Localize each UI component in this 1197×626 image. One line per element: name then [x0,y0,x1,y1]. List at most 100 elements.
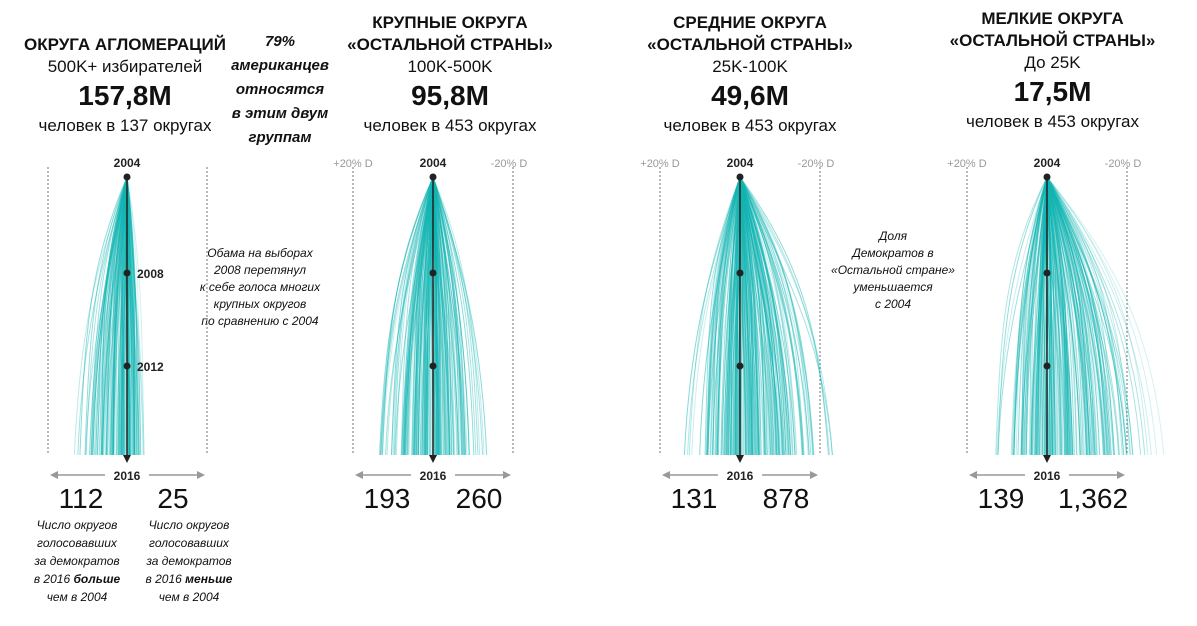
county-line [89,176,128,456]
footnote-text: в 2016 [33,572,74,586]
county-line [1034,176,1048,456]
county-line [120,176,128,456]
county-line [1039,176,1048,456]
county-line [414,176,434,456]
panel-title-line1: КРУПНЫЕ ОКРУГА [372,13,528,32]
county-line [425,176,434,456]
county-line [1044,176,1051,456]
county-line [738,176,747,456]
county-line [413,176,434,456]
county-line [739,176,777,456]
county-line [432,176,479,456]
county-line [432,176,444,456]
county-line [739,176,790,456]
county-line [123,176,129,456]
county-line [430,176,436,456]
footnote-line: в 2016 больше [22,570,132,588]
arrow-right-icon [197,471,205,479]
county-line [432,176,484,456]
county-line [714,176,741,456]
county-line [716,176,741,456]
county-line [739,176,748,456]
county-line [432,176,448,456]
county-line [1046,176,1052,456]
county-line [734,176,741,456]
count-less-dem: 260 [456,483,503,514]
axis-arrow-icon [123,455,131,463]
panel-title-line2: «ОСТАЛЬНОЙ СТРАНЫ» [347,35,553,54]
county-line [739,176,760,456]
county-line [739,176,759,456]
axis-arrow-icon [429,455,437,463]
county-line [1037,176,1048,456]
county-line [1046,176,1146,456]
county-line [739,176,809,456]
panel-counties: человек в 453 округах [965,112,1140,131]
county-line [1046,176,1125,456]
county-line [1046,176,1105,456]
county-line [1046,176,1142,456]
county-line [432,176,463,456]
county-line [432,176,446,456]
county-line [1046,176,1109,456]
county-line [739,176,758,456]
county-line [415,176,434,456]
county-line [735,176,741,456]
county-line [739,176,744,456]
county-line [126,176,137,456]
panel-counties: человек в 137 округах [38,116,212,135]
county-line [432,176,464,456]
county-line [404,176,434,456]
county-line [1044,176,1051,456]
county-line [120,176,128,456]
county-line [1013,176,1048,456]
county-line [427,176,434,456]
county-line [108,176,128,456]
county-line [411,176,434,456]
county-line [1046,176,1075,456]
county-line [382,176,434,456]
county-line [1046,176,1115,456]
county-line [106,176,128,456]
county-line [402,176,434,456]
county-line [432,176,475,456]
county-line [739,176,778,456]
county-line [730,176,741,456]
county-line [739,176,750,456]
county-line [1031,176,1048,456]
county-line [1046,176,1063,456]
county-line [1046,176,1091,456]
county-line [712,176,741,456]
county-line [1046,176,1081,456]
county-line [1024,176,1048,456]
county-line [723,176,741,456]
county-line [112,176,128,456]
county-line [405,176,434,456]
obama-note-line: 2008 перетянул [213,263,307,277]
county-line [1046,176,1101,456]
county-line [1046,176,1106,456]
county-line [1046,176,1068,456]
county-line [1046,176,1112,456]
county-line [739,176,745,456]
county-line [1038,176,1048,456]
county-line [710,176,741,456]
county-line [403,176,434,456]
county-line [432,176,468,456]
county-line [738,176,742,456]
county-line [1046,176,1052,456]
county-line [1046,176,1081,456]
county-line [423,176,434,456]
county-line [1046,176,1091,456]
county-line [432,176,460,456]
county-line [379,176,434,456]
county-line [1041,176,1049,456]
county-line [432,176,438,456]
panel-header-medium: СРЕДНИЕ ОКРУГА «ОСТАЛЬНОЙ СТРАНЫ» 25K-10… [630,12,870,138]
county-line [1046,176,1131,456]
county-line [1045,176,1053,456]
county-line [1046,176,1097,456]
county-line [1020,176,1048,456]
county-line [425,176,434,456]
range-label-right: -20% D [491,158,528,170]
